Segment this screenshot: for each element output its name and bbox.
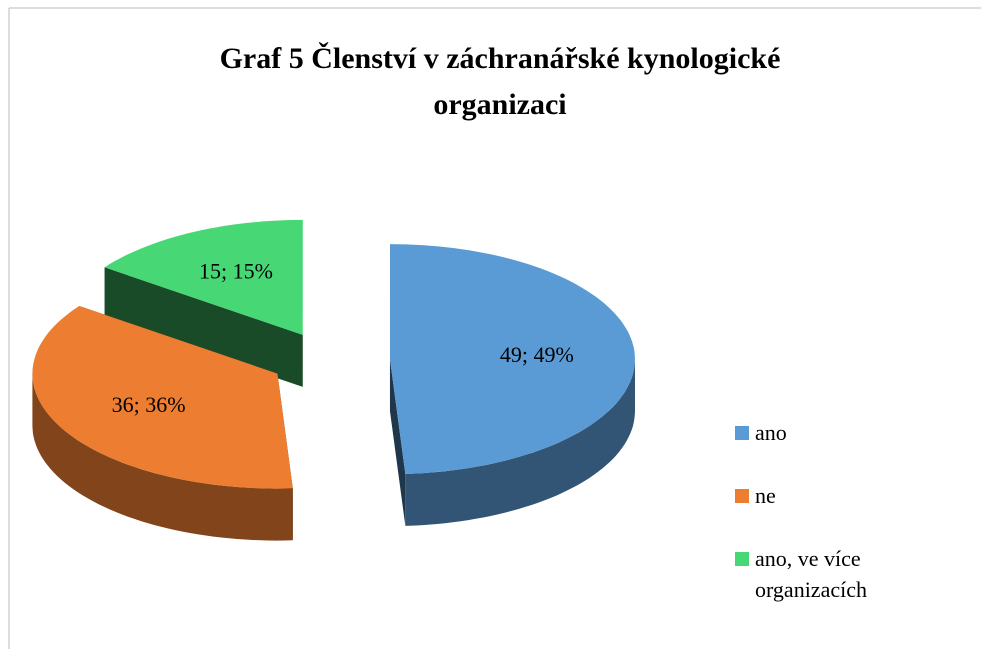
slice-top [104,219,303,335]
slice-wall [389,359,406,526]
legend-item: ne [735,480,935,511]
legend-swatch [735,426,749,440]
slice [32,305,293,541]
slice-top [389,244,635,474]
slice-top [32,306,293,489]
slice-wall [104,267,303,387]
legend-swatch [735,489,749,503]
data-label: 36; 36% [112,392,186,417]
legend-swatch [735,552,749,566]
chart-title: Graf 5 Členství v záchranářské kynologic… [219,42,781,121]
slice [389,244,635,526]
data-label: 15; 15% [199,258,273,283]
slice [104,219,303,387]
legend-label: ano [755,420,787,445]
slice-side [32,373,293,541]
data-label: 49; 49% [500,342,574,367]
legend-item: ano [735,417,935,448]
legend-item: ano, ve více organizacích [735,543,935,605]
legend-label: ne [755,483,776,508]
slice-side [405,359,635,526]
legend-label: ano, ve více organizacích [755,546,867,602]
